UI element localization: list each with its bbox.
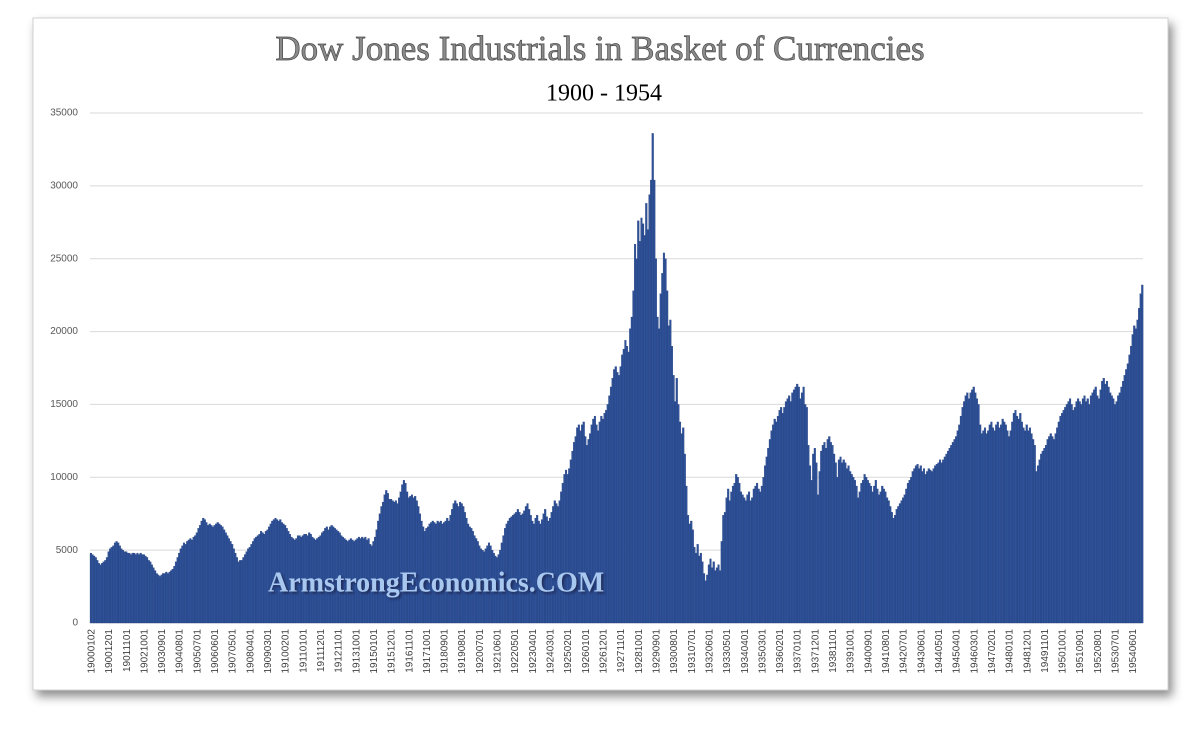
chart-subtitle: 1900 - 1954 [546,81,662,107]
x-tick-label: 19030901 [157,629,168,674]
x-tick-label: 19420701 [899,629,910,674]
x-tick-label: 19220501 [510,629,521,674]
x-tick-label: 19261201 [598,629,609,674]
x-tick-label: 19400901 [863,629,874,674]
x-tick-label: 19491101 [1040,629,1051,673]
x-tick-label: 19480101 [1005,629,1016,674]
x-tick-label: 19021001 [139,629,150,674]
x-tick-label: 19310701 [687,629,698,674]
x-tick-label: 19070501 [228,629,239,674]
x-tick-label: 19540601 [1128,629,1139,674]
x-tick-label: 19391001 [846,629,857,674]
watermark: ArmstrongEconomics.COM [268,567,604,598]
bar [1141,284,1144,624]
plot-area: 0 5000 10000 15000 20000 25000 30000 35000 19000… [50,108,1144,674]
x-tick-label: 19260101 [581,629,592,674]
x-tick-label: 19111201 [316,629,327,672]
x-tick-label: 19290901 [651,629,662,674]
y-tick-label: 5000 [56,545,79,556]
x-tick-label: 19180901 [440,629,451,674]
x-tick-label: 19110101 [298,629,309,673]
x-tick-label: 19460301 [969,629,980,674]
x-tick-label: 19350301 [757,629,768,674]
x-tick-label: 19501001 [1058,629,1069,674]
x-tick-label: 19340401 [740,629,751,674]
x-tick-label: 19300801 [669,629,680,674]
x-tick-label: 19040801 [175,629,186,674]
x-tick-label: 19330501 [722,629,733,674]
y-tick-label: 15000 [50,399,78,410]
x-tick-label: 19161101 [404,629,415,673]
y-tick-label: 20000 [50,326,78,337]
x-tick-label: 19410801 [881,629,892,674]
x-tick-label: 19150101 [369,629,380,674]
x-tick-label: 19090301 [263,629,274,674]
x-tick-label: 19510901 [1075,629,1086,674]
x-tick-label: 19530701 [1111,629,1122,674]
x-tick-label: 19151201 [387,629,398,674]
x-tick-label: 19440501 [934,629,945,674]
x-tick-label: 19131001 [351,629,362,674]
y-tick-label: 35000 [50,108,78,119]
x-tick-label: 19281001 [634,629,645,674]
x-tick-label: 19481201 [1022,629,1033,674]
x-tick-label: 19470201 [987,629,998,674]
x-tick-label: 19060601 [210,629,221,674]
x-tick-label: 19320601 [704,629,715,674]
x-tick-label: 19381101 [828,629,839,673]
y-tick-label: 25000 [50,253,78,264]
x-tick-label: 19100201 [281,629,292,674]
x-tick-label: 19370101 [793,629,804,674]
x-tick-label: 19450401 [952,629,963,674]
x-tick-label: 19011101 [122,629,133,672]
x-tick-label: 19200701 [475,629,486,674]
x-tick-label: 19001201 [104,629,115,674]
x-tick-label: 19240301 [546,629,557,674]
x-tick-label: 19171001 [422,629,433,674]
y-tick-label: 0 [72,618,78,629]
x-tick-label: 19121101 [334,629,345,673]
y-tick-label: 30000 [50,180,78,191]
chart-title: Dow Jones Industrials in Basket of Curre… [275,29,924,68]
x-tick-label: 19271101 [616,629,627,673]
x-tick-label: 19000102 [86,629,97,674]
x-tick-label: 19371201 [810,629,821,674]
x-tick-label: 19430601 [916,629,927,674]
x-tick-label: 19050701 [192,629,203,674]
x-tick-label: 19360201 [775,629,786,674]
y-tick-label: 10000 [50,472,78,483]
x-tick-label: 19520801 [1093,629,1104,674]
x-tick-label: 19230401 [528,629,539,674]
x-tick-label: 19250201 [563,629,574,674]
x-tick-label: 19080401 [245,629,256,674]
x-tick-label: 19210601 [493,629,504,674]
x-tick-label: 19190801 [457,629,468,674]
